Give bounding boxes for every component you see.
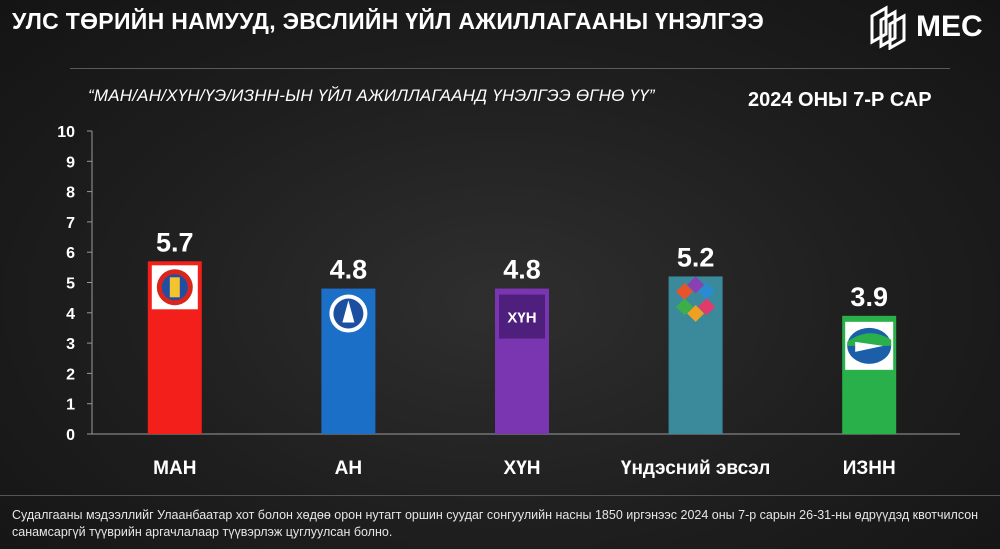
category-label: АН: [335, 458, 362, 479]
bar-group: 4.8 АН: [321, 255, 376, 479]
y-tick-label: 2: [66, 366, 75, 383]
bar-group: 3.9 ИЗНН: [842, 282, 897, 479]
y-tick-label: 7: [66, 215, 75, 232]
header-divider: [70, 68, 950, 69]
category-label: МАН: [153, 458, 196, 479]
man-emblem-icon: [151, 265, 198, 310]
y-tick-label: 1: [66, 397, 75, 414]
category-label: ИЗНН: [843, 458, 896, 479]
iznn-logo-icon: [845, 321, 894, 370]
footer-divider: [0, 495, 1000, 496]
y-tick-label: 5: [66, 276, 75, 293]
an-emblem-icon: [329, 294, 368, 333]
chart-question: “МАН/АН/ХҮН/ҮЭ/ИЗНН-ЫН ҮЙЛ АЖИЛЛАГААНД Ү…: [88, 86, 655, 105]
bar-group: 4.8 ХҮН ХҮН: [495, 255, 549, 479]
khun-logo-icon: ХҮН: [499, 294, 545, 339]
bar-group: 5.2 Үндэсний эвсэл: [621, 242, 770, 479]
khun-logo-text: ХҮН: [507, 310, 536, 327]
survey-period: 2024 ОНЫ 7-Р САР: [748, 89, 932, 111]
y-tick-label: 3: [66, 336, 75, 353]
bar-value-label: 5.2: [677, 242, 715, 272]
y-tick-label: 0: [66, 427, 75, 444]
category-label: Үндэсний эвсэл: [621, 458, 770, 479]
bar-value-label: 4.8: [503, 255, 541, 285]
category-label: ХҮН: [504, 458, 541, 479]
y-tick-label: 9: [66, 154, 75, 171]
y-tick-label: 8: [66, 185, 75, 202]
bar-group: 5.7 МАН: [147, 227, 202, 479]
y-tick-label: 6: [66, 245, 75, 262]
bar-value-label: 5.7: [156, 227, 194, 257]
mec-logo-mark-icon: [870, 5, 906, 51]
logo-text: MEC: [916, 10, 983, 43]
methodology-note: Судалгааны мэдээллийг Улаанбаатар хот бо…: [12, 508, 979, 539]
bar: [668, 276, 723, 434]
bar-value-label: 3.9: [850, 282, 888, 312]
y-tick-label: 10: [57, 124, 75, 141]
page-title: УЛС ТӨРИЙН НАМУУД, ЭВСЛИЙН ҮЙЛ АЖИЛЛАГАА…: [12, 8, 765, 34]
mec-logo: MEC: [868, 2, 994, 54]
y-tick-label: 4: [66, 306, 75, 323]
coalition-logo-icon: [676, 276, 716, 322]
bar-value-label: 4.8: [330, 255, 368, 285]
